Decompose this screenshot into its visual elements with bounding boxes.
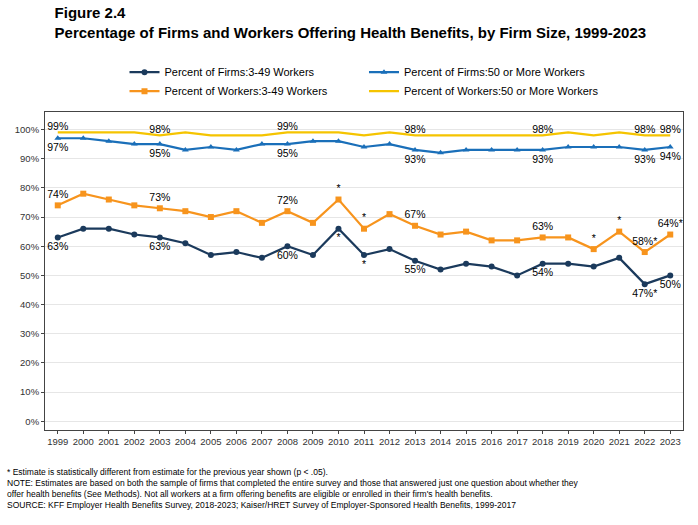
svg-text:2001: 2001: [98, 436, 119, 447]
svg-text:2010: 2010: [328, 436, 349, 447]
svg-text:2004: 2004: [175, 436, 196, 447]
svg-text:2002: 2002: [124, 436, 145, 447]
svg-text:* Estimate is statistically di: * Estimate is statistically different fr…: [7, 467, 579, 510]
svg-text:98%: 98%: [149, 123, 170, 135]
svg-text:2009: 2009: [302, 436, 323, 447]
svg-text:2005: 2005: [200, 436, 221, 447]
svg-text:70%: 70%: [20, 211, 40, 222]
svg-text:47%*: 47%*: [632, 287, 657, 299]
svg-text:2017: 2017: [507, 436, 528, 447]
svg-text:98%: 98%: [634, 123, 655, 135]
svg-text:98%: 98%: [660, 123, 681, 135]
svg-text:63%: 63%: [47, 240, 68, 252]
svg-text:2023: 2023: [660, 436, 681, 447]
svg-text:97%: 97%: [47, 141, 68, 153]
svg-text:*: *: [336, 231, 340, 243]
svg-text:73%: 73%: [149, 191, 170, 203]
svg-text:30%: 30%: [20, 328, 40, 339]
svg-text:2013: 2013: [404, 436, 425, 447]
svg-text:60%: 60%: [277, 249, 298, 261]
svg-text:Percent of Workers:3-49 Worker: Percent of Workers:3-49 Workers: [165, 85, 328, 97]
svg-text:98%: 98%: [532, 123, 553, 135]
svg-text:2011: 2011: [354, 436, 374, 447]
svg-text:55%: 55%: [405, 263, 426, 275]
svg-text:Percent of Firms:50 or More Wo: Percent of Firms:50 or More Workers: [404, 66, 585, 78]
svg-text:2003: 2003: [149, 436, 170, 447]
svg-text:90%: 90%: [20, 153, 40, 164]
svg-text:64%*: 64%*: [658, 217, 683, 229]
svg-text:*: *: [362, 258, 366, 270]
svg-text:60%: 60%: [20, 241, 40, 252]
svg-text:40%: 40%: [20, 299, 40, 310]
svg-text:2019: 2019: [558, 436, 579, 447]
svg-text:*: *: [336, 182, 340, 194]
svg-text:2000: 2000: [73, 436, 94, 447]
svg-text:93%: 93%: [405, 153, 426, 165]
svg-text:*: *: [617, 214, 621, 226]
svg-text:94%: 94%: [660, 150, 681, 162]
svg-text:Figure 2.4Percentage of Firms: Figure 2.4Percentage of Firms and Worker…: [55, 4, 647, 41]
svg-text:50%: 50%: [660, 278, 681, 290]
svg-text:2008: 2008: [277, 436, 298, 447]
svg-text:2014: 2014: [430, 436, 451, 447]
svg-text:72%: 72%: [277, 194, 298, 206]
svg-text:Percent of Workers:50 or More: Percent of Workers:50 or More Workers: [404, 85, 598, 97]
svg-text:2016: 2016: [481, 436, 502, 447]
svg-text:2020: 2020: [583, 436, 604, 447]
svg-text:*: *: [592, 232, 596, 244]
svg-text:2007: 2007: [251, 436, 272, 447]
svg-text:2021: 2021: [609, 436, 630, 447]
svg-text:2012: 2012: [379, 436, 400, 447]
svg-text:98%: 98%: [405, 123, 426, 135]
svg-text:100%: 100%: [15, 124, 40, 135]
svg-text:2006: 2006: [226, 436, 247, 447]
svg-text:2022: 2022: [634, 436, 655, 447]
svg-text:63%: 63%: [149, 240, 170, 252]
svg-text:74%: 74%: [47, 188, 68, 200]
svg-text:99%: 99%: [277, 120, 298, 132]
svg-text:Percent of Firms:3-49 Workers: Percent of Firms:3-49 Workers: [165, 66, 315, 78]
svg-text:*: *: [362, 211, 366, 223]
svg-text:10%: 10%: [20, 386, 40, 397]
svg-text:50%: 50%: [20, 270, 40, 281]
svg-text:80%: 80%: [20, 182, 40, 193]
svg-text:95%: 95%: [277, 147, 298, 159]
svg-text:2015: 2015: [456, 436, 477, 447]
svg-text:93%: 93%: [532, 153, 553, 165]
svg-text:1999: 1999: [47, 436, 68, 447]
svg-text:63%: 63%: [532, 220, 553, 232]
svg-text:0%: 0%: [25, 416, 39, 427]
svg-text:95%: 95%: [149, 147, 170, 159]
svg-text:58%*: 58%*: [632, 235, 657, 247]
svg-text:99%: 99%: [47, 120, 68, 132]
svg-text:67%: 67%: [405, 208, 426, 220]
svg-text:93%: 93%: [634, 153, 655, 165]
svg-text:20%: 20%: [20, 357, 40, 368]
svg-text:54%: 54%: [532, 266, 553, 278]
svg-text:2018: 2018: [532, 436, 553, 447]
